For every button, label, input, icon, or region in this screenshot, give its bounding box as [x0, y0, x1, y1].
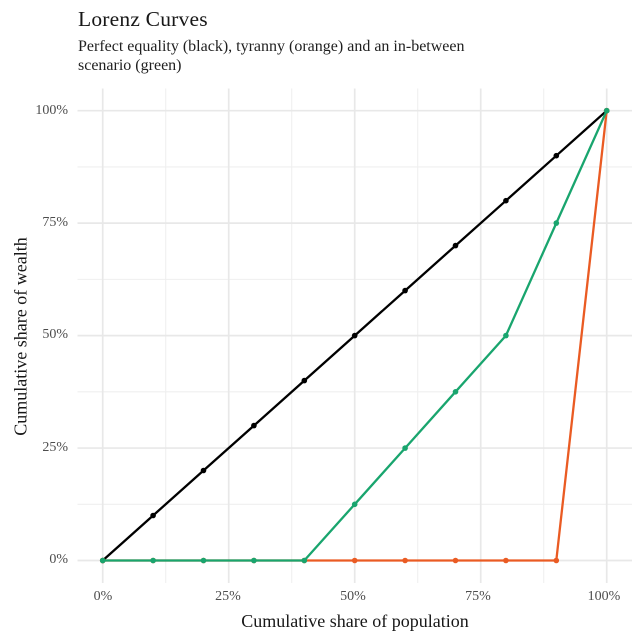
data-point-in-between: [200, 557, 207, 564]
data-point-in-between: [150, 557, 156, 564]
data-point-in-between: [301, 557, 308, 564]
y-tick-label-75: 75%: [42, 215, 68, 230]
chart-subtitle-line-2: scenario (green): [78, 57, 182, 74]
data-point-perfect-equality: [351, 332, 358, 339]
chart-title: Lorenz Curves: [78, 7, 208, 31]
data-point-in-between: [99, 557, 106, 564]
data-point-perfect-equality: [402, 287, 408, 294]
data-point-in-between: [503, 332, 509, 339]
data-point-perfect-equality: [553, 152, 560, 159]
data-point-in-between: [553, 220, 560, 226]
x-tick-label-0: 0%: [93, 589, 113, 604]
y-tick-label-0: 0%: [49, 552, 68, 567]
x-tick-label-25: 25%: [215, 589, 241, 604]
data-point-tyranny: [553, 557, 560, 564]
y-tick-label-50: 50%: [42, 327, 68, 342]
data-point-in-between: [452, 389, 459, 395]
data-point-in-between: [402, 445, 408, 451]
chart-subtitle-line-1: Perfect equality (black), tyranny (orang…: [78, 38, 465, 55]
data-point-perfect-equality: [150, 512, 156, 519]
data-point-perfect-equality: [200, 467, 207, 474]
x-tick-label-75: 75%: [465, 589, 491, 604]
data-point-tyranny: [452, 557, 459, 564]
series-in-between: [99, 107, 610, 564]
data-point-in-between: [603, 107, 610, 114]
x-tick-label-100: 100%: [587, 589, 621, 604]
y-tick-label-25: 25%: [42, 440, 68, 455]
data-point-in-between: [351, 501, 358, 508]
data-point-perfect-equality: [452, 242, 459, 249]
chart-subtitle: Perfect equality (black), tyranny (orang…: [78, 37, 465, 75]
data-point-tyranny: [351, 557, 358, 564]
data-point-in-between: [251, 557, 257, 564]
x-axis-title: Cumulative share of population: [241, 611, 469, 631]
data-point-perfect-equality: [251, 422, 257, 429]
data-point-perfect-equality: [301, 377, 308, 384]
series-perfect-equality: [99, 107, 610, 564]
y-tick-label-100: 100%: [35, 103, 68, 118]
data-point-tyranny: [503, 557, 509, 564]
x-tick-label-50: 50%: [340, 589, 366, 604]
data-point-tyranny: [402, 557, 408, 564]
data-point-perfect-equality: [503, 197, 509, 204]
